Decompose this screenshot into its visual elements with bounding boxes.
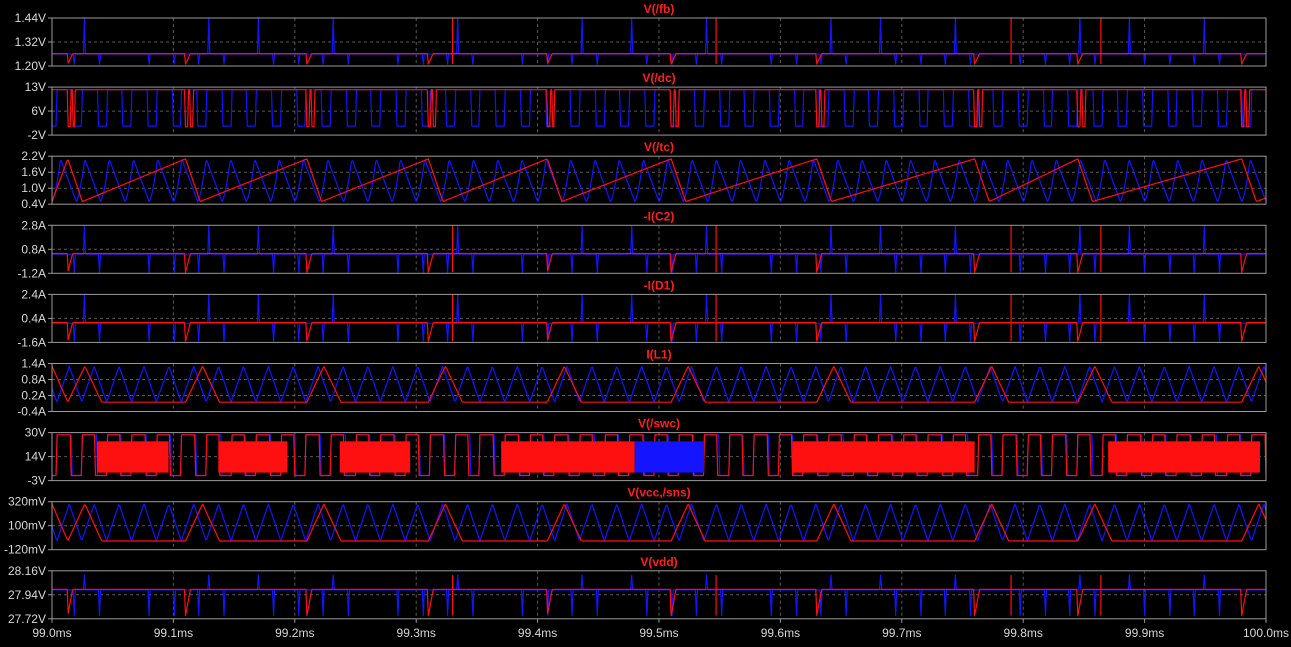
- pane-title: V(/dc): [642, 71, 675, 85]
- trace-blue: [52, 365, 1266, 403]
- switching-burst-red: [339, 441, 411, 473]
- trace-red: [52, 158, 1266, 203]
- y-tick-label: 14V: [25, 450, 46, 464]
- pane-v-vcc-sns: V(vcc,/sns) 320mV 100mV -120mV: [4, 486, 1267, 557]
- pane-v-vdd: V(vdd) 28.16V 27.94V 27.72V: [8, 555, 1267, 626]
- y-tick-label: 1.32V: [15, 35, 46, 49]
- y-tick-label: 13V: [25, 80, 46, 94]
- switching-burst-red: [218, 441, 288, 473]
- pane-frame: [51, 293, 1267, 343]
- pane-v-fb: V(/fb) 1.44V 1.32V 1.20V: [15, 2, 1267, 73]
- x-tick-label: 99.0ms: [32, 626, 71, 640]
- y-tick-label: -1.2A: [17, 266, 46, 280]
- pane-title: V(/fb): [644, 2, 675, 16]
- x-tick-label: 99.3ms: [397, 626, 436, 640]
- switching-burst-red: [1108, 441, 1260, 473]
- y-tick-label: 2.8A: [21, 218, 46, 232]
- pane-title: V(/swc): [638, 417, 680, 431]
- y-tick-label: 1.6V: [21, 165, 46, 179]
- pane-title: -I(C2): [644, 209, 675, 223]
- trace-blue: [52, 503, 1266, 542]
- switching-burst-red: [792, 441, 975, 473]
- trace-blue: [52, 159, 1266, 203]
- x-tick-label: 99.7ms: [882, 626, 921, 640]
- trace-red: [52, 252, 1266, 273]
- pane-frame: [51, 363, 1267, 412]
- y-tick-label: 0.8A: [21, 242, 46, 256]
- y-tick-label: 0.4A: [21, 311, 46, 325]
- y-tick-label: 1.0V: [21, 181, 46, 195]
- pane-title: I(L1): [646, 348, 671, 362]
- pane-i-d1: -I(D1) 2.4A 0.4A -1.6A: [17, 278, 1267, 349]
- pane-frame: [51, 86, 1267, 136]
- pane-title: V(/tc): [644, 140, 674, 154]
- pane-i-c2: -I(C2) 2.8A 0.8A -1.2A: [17, 209, 1267, 280]
- trace-red: [52, 588, 1266, 617]
- y-tick-label: 0.8A: [21, 373, 46, 387]
- pane-title: -I(D1): [644, 278, 675, 292]
- pane-frame: [51, 224, 1267, 274]
- y-tick-label: 1.20V: [15, 59, 46, 73]
- pane-frame: [51, 17, 1267, 67]
- y-tick-label: -120mV: [4, 543, 46, 557]
- y-tick-label: 0.2A: [21, 389, 46, 403]
- pane-frame: [51, 432, 1267, 482]
- y-tick-label: 1.44V: [15, 11, 46, 25]
- y-tick-label: 320mV: [8, 495, 46, 509]
- y-tick-label: 6V: [31, 104, 46, 118]
- pane-title: V(vcc,/sns): [627, 486, 690, 500]
- switching-burst-red: [96, 441, 169, 473]
- y-tick-label: 0.4V: [21, 197, 46, 211]
- y-tick-label: 2.2V: [21, 149, 46, 163]
- switching-burst-blue: [634, 441, 704, 473]
- y-tick-label: 2.4A: [21, 287, 46, 301]
- y-tick-label: -2V: [27, 128, 46, 142]
- pane-v-dc: V(/dc) 13V 6V -2V: [25, 71, 1267, 142]
- trace-blue: [52, 574, 1266, 617]
- x-tick-label: 99.6ms: [761, 626, 800, 640]
- y-tick-label: 27.72V: [8, 612, 46, 626]
- x-tick-label: 99.9ms: [1125, 626, 1164, 640]
- pane-frame: [51, 501, 1267, 551]
- trace-red: [52, 365, 1266, 403]
- pane-v-swc: V(/swc) 30V 14V -3V: [25, 417, 1267, 488]
- x-tick-label: 99.8ms: [1004, 626, 1043, 640]
- pane-i-l1: I(L1) 1.4A 0.8A 0.2A -0.4A: [17, 348, 1267, 419]
- x-tick-label: 99.1ms: [154, 626, 193, 640]
- trace-red: [52, 503, 1266, 542]
- y-tick-label: 30V: [25, 426, 46, 440]
- x-tick-label: 99.4ms: [518, 626, 557, 640]
- trace-red: [52, 89, 1266, 128]
- x-axis: 99.0ms 99.1ms 99.2ms 99.3ms 99.4ms 99.5ms 99.6…: [32, 618, 1289, 640]
- y-tick-label: -1.6A: [17, 335, 46, 349]
- y-tick-label: -3V: [27, 474, 46, 488]
- pane-title: V(vdd): [640, 555, 677, 569]
- pane-frame: [51, 155, 1267, 205]
- y-tick-label: 27.94V: [8, 588, 46, 602]
- x-tick-label: 100.0ms: [1243, 626, 1289, 640]
- switching-burst-red: [501, 441, 635, 473]
- x-tick-label: 99.5ms: [639, 626, 678, 640]
- y-tick-label: 28.16V: [8, 564, 46, 578]
- trace-red: [52, 53, 1266, 65]
- y-tick-label: 1.4A: [21, 357, 46, 371]
- trace-red: [52, 322, 1266, 342]
- pane-v-tc: V(/tc) 2.2V 1.6V 1.0V 0.4V: [21, 140, 1267, 211]
- x-tick-label: 99.2ms: [275, 626, 314, 640]
- trace-red: [52, 434, 1266, 477]
- y-tick-label: 100mV: [8, 519, 46, 533]
- y-tick-label: -0.4A: [17, 405, 46, 419]
